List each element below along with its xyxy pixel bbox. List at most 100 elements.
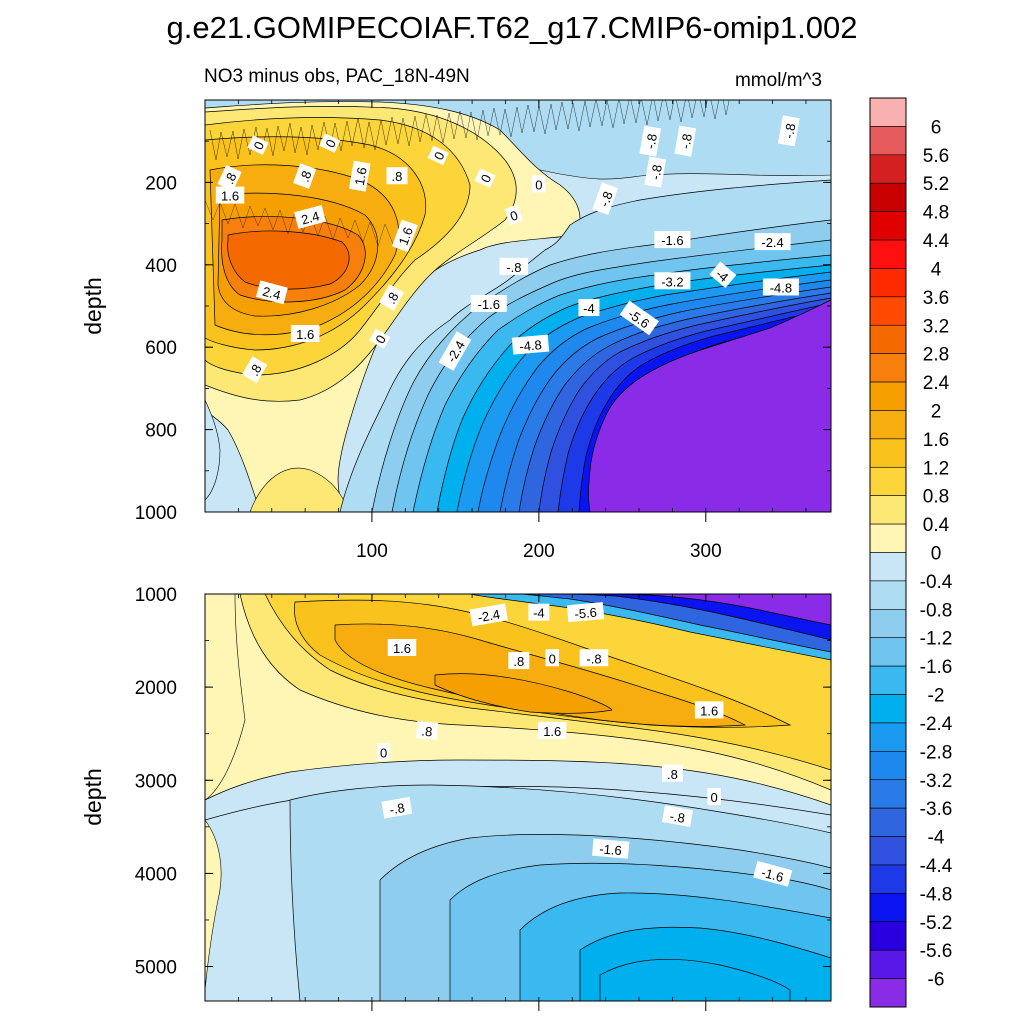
upper-y-axis-label: depth xyxy=(80,277,106,335)
contour-label-bg xyxy=(511,334,550,355)
colorbar-level-label: 4.8 xyxy=(923,203,949,224)
colorbar-swatch xyxy=(869,893,907,923)
colorbar-level-label: 0.4 xyxy=(923,515,950,536)
contour-label-bg xyxy=(661,764,683,782)
contour-label-bg xyxy=(762,278,799,296)
contour-label: .8 xyxy=(508,652,530,670)
colorbar-level-label: -4 xyxy=(928,828,945,849)
contour-label-text: .8 xyxy=(297,169,315,184)
contour-label-bg xyxy=(661,805,694,827)
contour-label: .8 xyxy=(386,167,408,185)
contour-label: -3.2 xyxy=(654,272,691,290)
colorbar-swatch xyxy=(869,410,907,440)
colorbar-swatch xyxy=(869,751,907,781)
contour-label-bg xyxy=(754,233,791,251)
contour-label-text: -.8 xyxy=(586,651,601,666)
contour-label: 1.6 xyxy=(290,325,320,343)
contour-label-bg xyxy=(566,602,605,623)
contour-label-bg xyxy=(294,205,327,229)
contour-label: 1.6 xyxy=(694,701,724,719)
x-tick-label: 300 xyxy=(690,541,722,562)
contour-label: -.8 xyxy=(381,796,413,819)
y-tick-label: 2000 xyxy=(135,678,177,699)
contour-label: -2.4 xyxy=(754,233,791,251)
colorbar-level-label: -2.4 xyxy=(920,714,953,735)
contour-label-bg xyxy=(528,603,550,621)
contour-label: 0 xyxy=(707,788,721,806)
colorbar-swatch xyxy=(869,296,907,326)
colorbar-frame xyxy=(869,97,907,1008)
colorbar-level-label: 0 xyxy=(931,544,942,565)
colorbar-level-label: 2.8 xyxy=(923,345,949,366)
contour-label-bg xyxy=(499,257,529,275)
contour-label-bg xyxy=(504,204,523,226)
colorbar-level-label: 2 xyxy=(931,401,942,422)
colorbar-swatch xyxy=(869,864,907,894)
contour-label-bg xyxy=(438,331,472,371)
contour-label-text: .8 xyxy=(392,169,403,184)
contour-label: .8 xyxy=(293,163,317,189)
contour-label-bg xyxy=(319,133,341,153)
colorbar-level-label: 5.2 xyxy=(923,174,949,195)
contour-label-text: -4.8 xyxy=(519,337,543,354)
contour-label-text: 0 xyxy=(549,651,556,666)
y-tick-label: 1000 xyxy=(135,585,177,606)
colorbar-swatch xyxy=(869,523,907,553)
upper-axes: 200 400 600 800 1000 100 200 300 xyxy=(135,99,831,562)
contour-label: 0 xyxy=(376,743,391,761)
panel-units-label: mmol/m^3 xyxy=(735,70,822,91)
x-tick-label: 200 xyxy=(523,541,555,562)
colorbar-level-label: -5.2 xyxy=(920,913,953,934)
colorbar-level-label: -0.4 xyxy=(920,572,953,593)
panel-variable-label: NO3 minus obs, PAC_18N-49N xyxy=(204,66,470,87)
colorbar-level-label: -5.6 xyxy=(920,941,953,962)
colorbar-swatch xyxy=(869,694,907,724)
contour-label-text: -1.6 xyxy=(760,865,786,885)
contour-label-bg xyxy=(217,164,242,192)
colorbar-swatch xyxy=(869,495,907,525)
colorbar-level-label: -3.6 xyxy=(920,799,953,820)
y-tick-label: 4000 xyxy=(135,864,177,885)
contour-label-text: -1.6 xyxy=(478,297,500,312)
contour-label-text: -2.4 xyxy=(761,235,783,250)
contour-label: 0 xyxy=(427,145,449,166)
contour-label-bg xyxy=(391,219,418,253)
colorbar-swatch xyxy=(869,438,907,468)
colorbar-swatch xyxy=(869,268,907,298)
contour-label-bg xyxy=(537,721,567,739)
contour-label-bg xyxy=(381,796,413,819)
colorbar-swatch xyxy=(869,211,907,241)
contour-label-bg xyxy=(508,652,530,670)
contour-label: 2.4 xyxy=(255,280,288,305)
colorbar-swatch xyxy=(869,324,907,354)
contour-label-bg xyxy=(619,300,659,336)
colorbar-swatch xyxy=(869,949,907,979)
contour-label-bg xyxy=(348,160,371,192)
colorbar-swatch xyxy=(869,722,907,752)
y-tick-label: 200 xyxy=(145,173,177,194)
contour-label-text: -4.8 xyxy=(770,280,792,295)
colorbar-swatch xyxy=(869,978,907,1008)
contour-label-text: 1.6 xyxy=(700,703,718,718)
upper-contour-field xyxy=(205,100,831,512)
contour-label: -1.6 xyxy=(753,860,793,887)
contour-label-bg xyxy=(532,175,546,193)
colorbar-swatch xyxy=(869,921,907,951)
colorbar-level-label: 4 xyxy=(931,259,942,280)
y-tick-label: 600 xyxy=(145,338,177,359)
contour-label-text: -.8 xyxy=(596,189,615,208)
colorbar-swatch xyxy=(869,466,907,496)
contour-label: 0 xyxy=(545,649,559,667)
contour-label-bg xyxy=(707,788,721,806)
contour-label-bg xyxy=(242,356,268,383)
contour-label-text: -.8 xyxy=(648,163,665,181)
contour-label: 1.6 xyxy=(537,721,567,739)
contour-label: 2.4 xyxy=(294,205,327,229)
colorbar-swatch xyxy=(869,381,907,411)
colorbar-swatch xyxy=(869,97,907,127)
lower-panel-frame xyxy=(204,593,832,1002)
colorbar-level-label: 4.4 xyxy=(923,231,950,252)
contour-label-bg xyxy=(654,231,691,249)
colorbar-swatch xyxy=(869,836,907,866)
